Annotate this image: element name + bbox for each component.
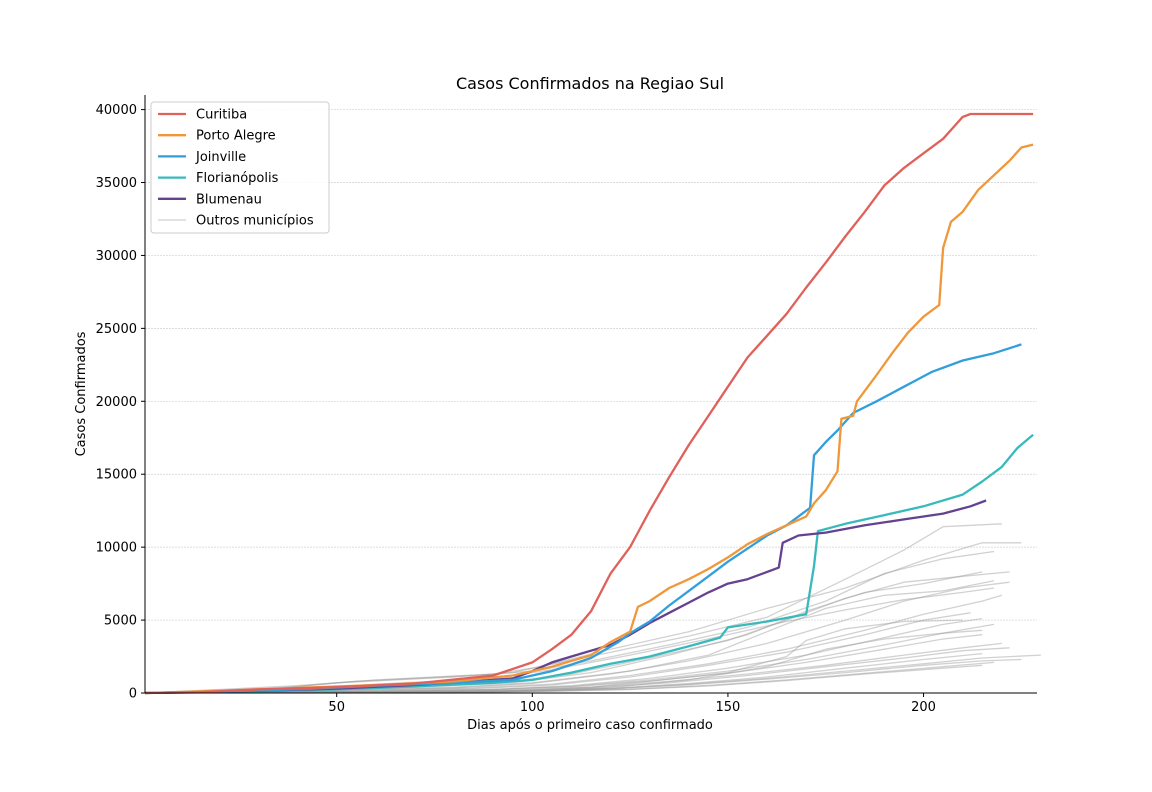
- legend-label: Joinville: [195, 150, 246, 165]
- other-municipality-line: [144, 642, 1002, 694]
- y-tick-label: 35000: [96, 176, 137, 191]
- series-line-curitiba: [144, 112, 1034, 695]
- series-line-florianopolis: [144, 433, 1034, 695]
- other-municipality-line: [144, 629, 983, 694]
- y-tick-label: 30000: [96, 249, 137, 264]
- x-tick-label: 100: [520, 700, 545, 715]
- other-municipality-line: [144, 619, 963, 694]
- other-municipality-line: [144, 612, 971, 694]
- x-axis-label: Dias após o primeiro caso confirmado: [467, 718, 713, 733]
- chart-title: Casos Confirmados na Regiao Sul: [456, 74, 724, 93]
- other-municipality-line: [144, 542, 1022, 694]
- series-line-blumenau: [144, 499, 987, 695]
- other-municipality-line: [144, 654, 1041, 694]
- series-line-porto-alegre: [144, 143, 1034, 695]
- y-tick-label: 20000: [96, 395, 137, 410]
- y-tick-label: 15000: [96, 468, 137, 483]
- y-tick-label: 5000: [104, 614, 137, 629]
- x-tick-label: 200: [911, 700, 936, 715]
- other-municipality-line: [144, 664, 983, 694]
- legend-label: Curitiba: [196, 108, 247, 123]
- other-municipality-line: [144, 652, 983, 694]
- legend: Curitiba Porto Alegre Joinville Florianópol…: [150, 101, 330, 234]
- legend-label: Outros municípios: [196, 214, 314, 229]
- other-municipality-line: [144, 580, 995, 694]
- other-municipality-line: [144, 647, 1010, 694]
- other-municipality-line: [144, 587, 995, 694]
- other-municipalities-lines: [144, 523, 1041, 694]
- other-municipality-line: [144, 581, 1010, 694]
- legend-label: Porto Alegre: [196, 129, 276, 144]
- other-municipality-line: [144, 550, 995, 694]
- other-municipality-line: [144, 523, 1002, 694]
- y-tick-label: 0: [129, 687, 137, 702]
- other-municipality-line: [144, 634, 983, 694]
- y-tick-label: 10000: [96, 541, 137, 556]
- other-municipality-line: [144, 658, 1022, 694]
- legend-label: Florianópolis: [196, 171, 279, 186]
- axes: [144, 95, 1037, 694]
- legend-box: [150, 101, 330, 234]
- legend-label: Blumenau: [196, 192, 262, 207]
- x-tick-label: 50: [328, 700, 345, 715]
- x-ticks: 50 100 150 200: [328, 693, 936, 715]
- highlighted-city-lines: [144, 112, 1034, 695]
- other-municipality-line: [144, 623, 995, 694]
- y-ticks: 0 5000 10000 15000 20000 25000 30000 35000 40000: [96, 103, 145, 702]
- y-tick-label: 25000: [96, 322, 137, 337]
- series-line-joinville: [144, 343, 1022, 695]
- other-municipality-line: [144, 594, 1002, 694]
- y-axis-label: Casos Confirmados: [74, 331, 89, 456]
- other-municipality-line: [144, 661, 995, 694]
- y-tick-label: 40000: [96, 103, 137, 118]
- other-municipality-line: [144, 617, 983, 694]
- x-tick-label: 150: [716, 700, 741, 715]
